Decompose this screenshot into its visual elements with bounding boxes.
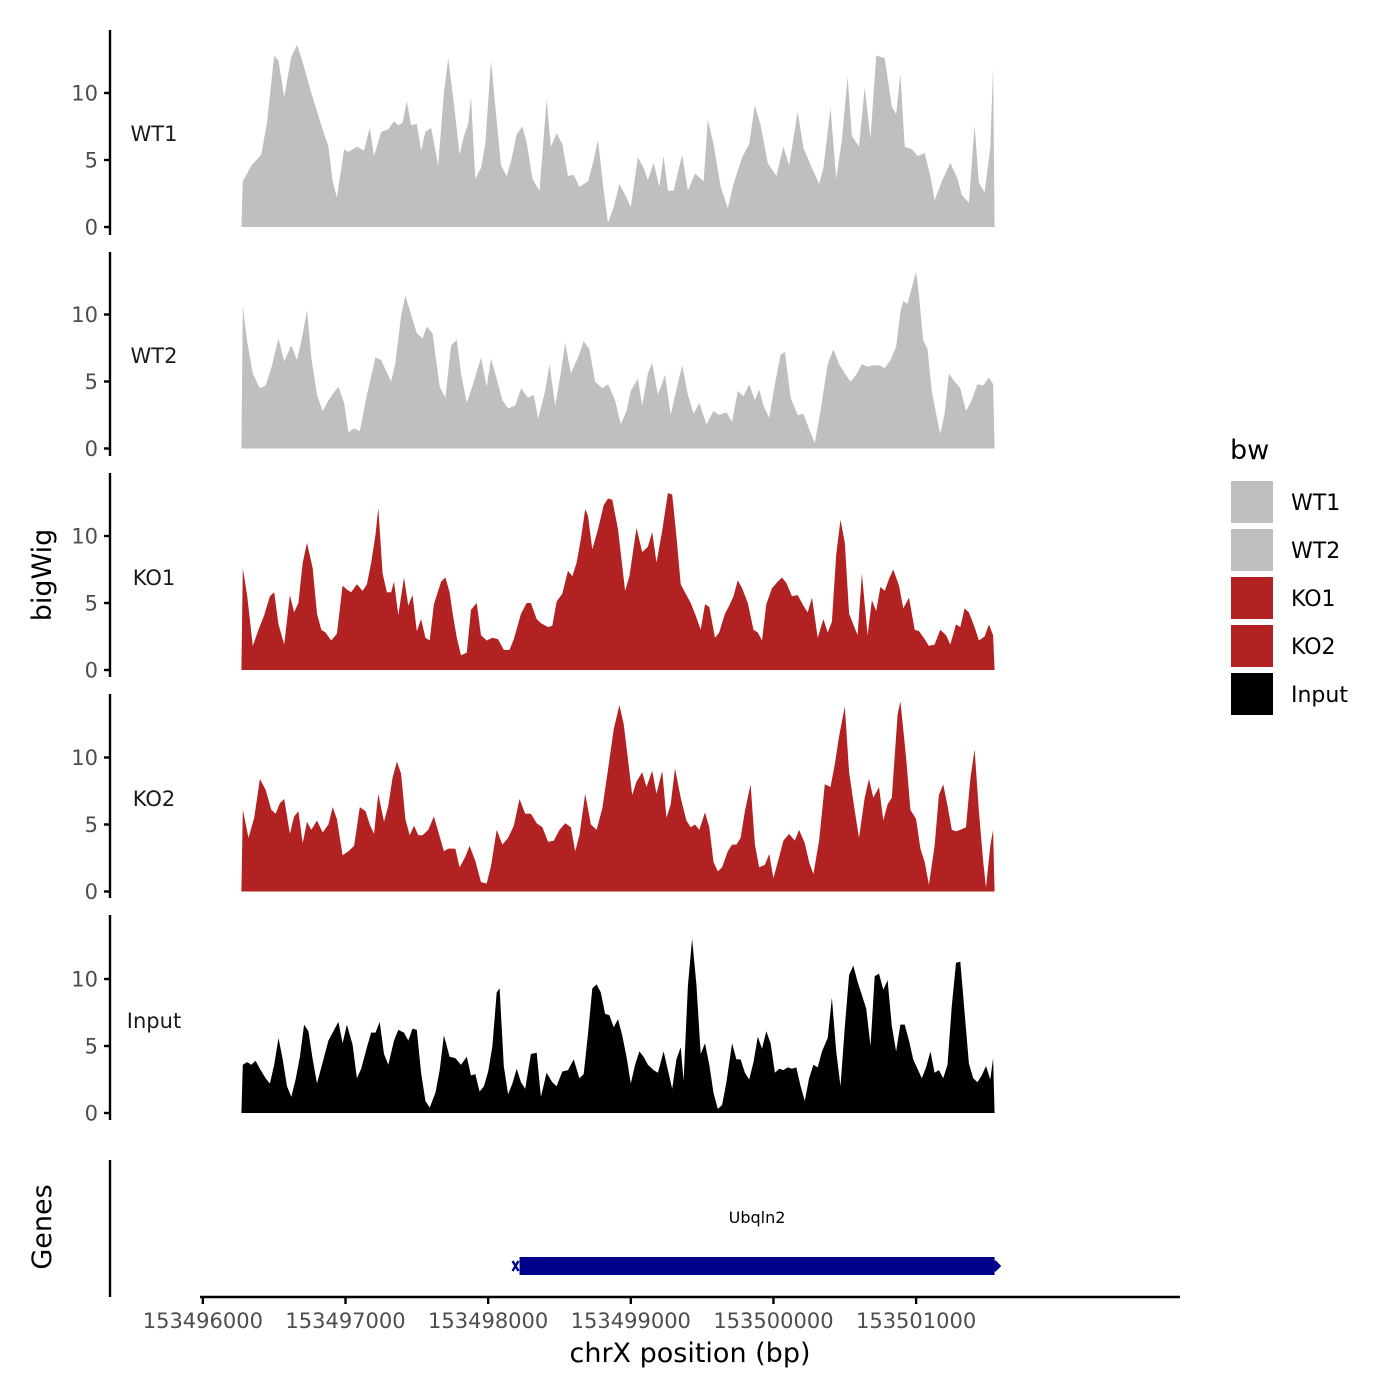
- genes-axis-title: Genes: [27, 1184, 58, 1269]
- legend-item-input: Input: [1229, 671, 1348, 717]
- y-tick-label: 0: [85, 437, 98, 461]
- track-label-ko1: KO1: [133, 566, 176, 590]
- signal-area-wt1: [241, 44, 995, 227]
- signal-area-wt2: [241, 271, 995, 449]
- y-tick-label: 5: [85, 1035, 98, 1059]
- y-tick-label: 0: [85, 216, 98, 240]
- x-axis-title: chrX position (bp): [569, 1338, 810, 1369]
- y-tick-label: 5: [85, 149, 98, 173]
- legend-label: KO2: [1291, 635, 1336, 660]
- x-tick-label: 153498000: [428, 1309, 548, 1333]
- y-tick-label: 0: [85, 659, 98, 683]
- legend: bw WT1 WT2 KO1 KO2 Input: [1229, 435, 1348, 717]
- legend-item-wt2: WT2: [1229, 527, 1340, 573]
- gene-body: [519, 1257, 995, 1275]
- legend-swatch: [1229, 671, 1275, 717]
- legend-swatch: [1229, 623, 1275, 669]
- gene-label: Ubqln2: [729, 1208, 786, 1227]
- track-label-ko2: KO2: [133, 787, 176, 811]
- track-wt1: WT1 0 5 10: [71, 30, 995, 240]
- y-tick-label: 10: [71, 968, 98, 992]
- gene-start-marker: [511, 1260, 520, 1272]
- legend-swatch: [1229, 527, 1275, 573]
- genes-panel: Ubqln2: [108, 1160, 1002, 1297]
- signal-area-input: [241, 938, 995, 1113]
- track-input: Input 0 5 10: [71, 915, 995, 1126]
- y-tick-label: 10: [71, 746, 98, 770]
- legend-item-ko2: KO2: [1229, 623, 1336, 669]
- legend-swatch: [1229, 479, 1275, 525]
- legend-label: WT2: [1291, 539, 1340, 564]
- y-tick-label: 10: [71, 82, 98, 106]
- x-tick-label: 153499000: [571, 1309, 691, 1333]
- gene-end-marker: [993, 1260, 1002, 1272]
- track-label-input: Input: [127, 1009, 181, 1033]
- signal-tracks: WT1 0 5 10 WT2 0 5 10 KO1 0 5 10 KO2 0 5 10 Input 0 5 10: [71, 30, 995, 1126]
- y-tick-label: 5: [85, 370, 98, 394]
- legend-swatch: [1229, 575, 1275, 621]
- track-label-wt1: WT1: [131, 122, 178, 146]
- x-tick-label: 153496000: [143, 1309, 263, 1333]
- y-axis-title: bigWig: [27, 529, 58, 622]
- x-tick-label: 153497000: [285, 1309, 405, 1333]
- legend-label: KO1: [1291, 587, 1336, 612]
- track-label-wt2: WT2: [131, 344, 178, 368]
- y-tick-label: 10: [71, 303, 98, 327]
- legend-item-ko1: KO1: [1229, 575, 1336, 621]
- y-tick-label: 10: [71, 525, 98, 549]
- legend-label: WT1: [1291, 491, 1340, 516]
- signal-area-ko1: [241, 493, 995, 670]
- x-tick-label: 153500000: [713, 1309, 833, 1333]
- signal-area-ko2: [241, 701, 995, 892]
- gene-ubqln2: Ubqln2: [511, 1208, 1002, 1275]
- y-tick-label: 5: [85, 813, 98, 837]
- y-tick-label: 0: [85, 1102, 98, 1126]
- track-ko1: KO1 0 5 10: [71, 473, 995, 683]
- y-tick-label: 0: [85, 880, 98, 904]
- x-tick-label: 153501000: [856, 1309, 976, 1333]
- x-axis: 153496000 153497000 153498000 153499000 1535…: [143, 1295, 1180, 1333]
- y-tick-label: 5: [85, 592, 98, 616]
- track-wt2: WT2 0 5 10: [71, 252, 995, 461]
- track-ko2: KO2 0 5 10: [71, 694, 995, 904]
- legend-item-wt1: WT1: [1229, 479, 1340, 525]
- legend-label: Input: [1291, 683, 1348, 708]
- legend-title: bw: [1230, 435, 1269, 466]
